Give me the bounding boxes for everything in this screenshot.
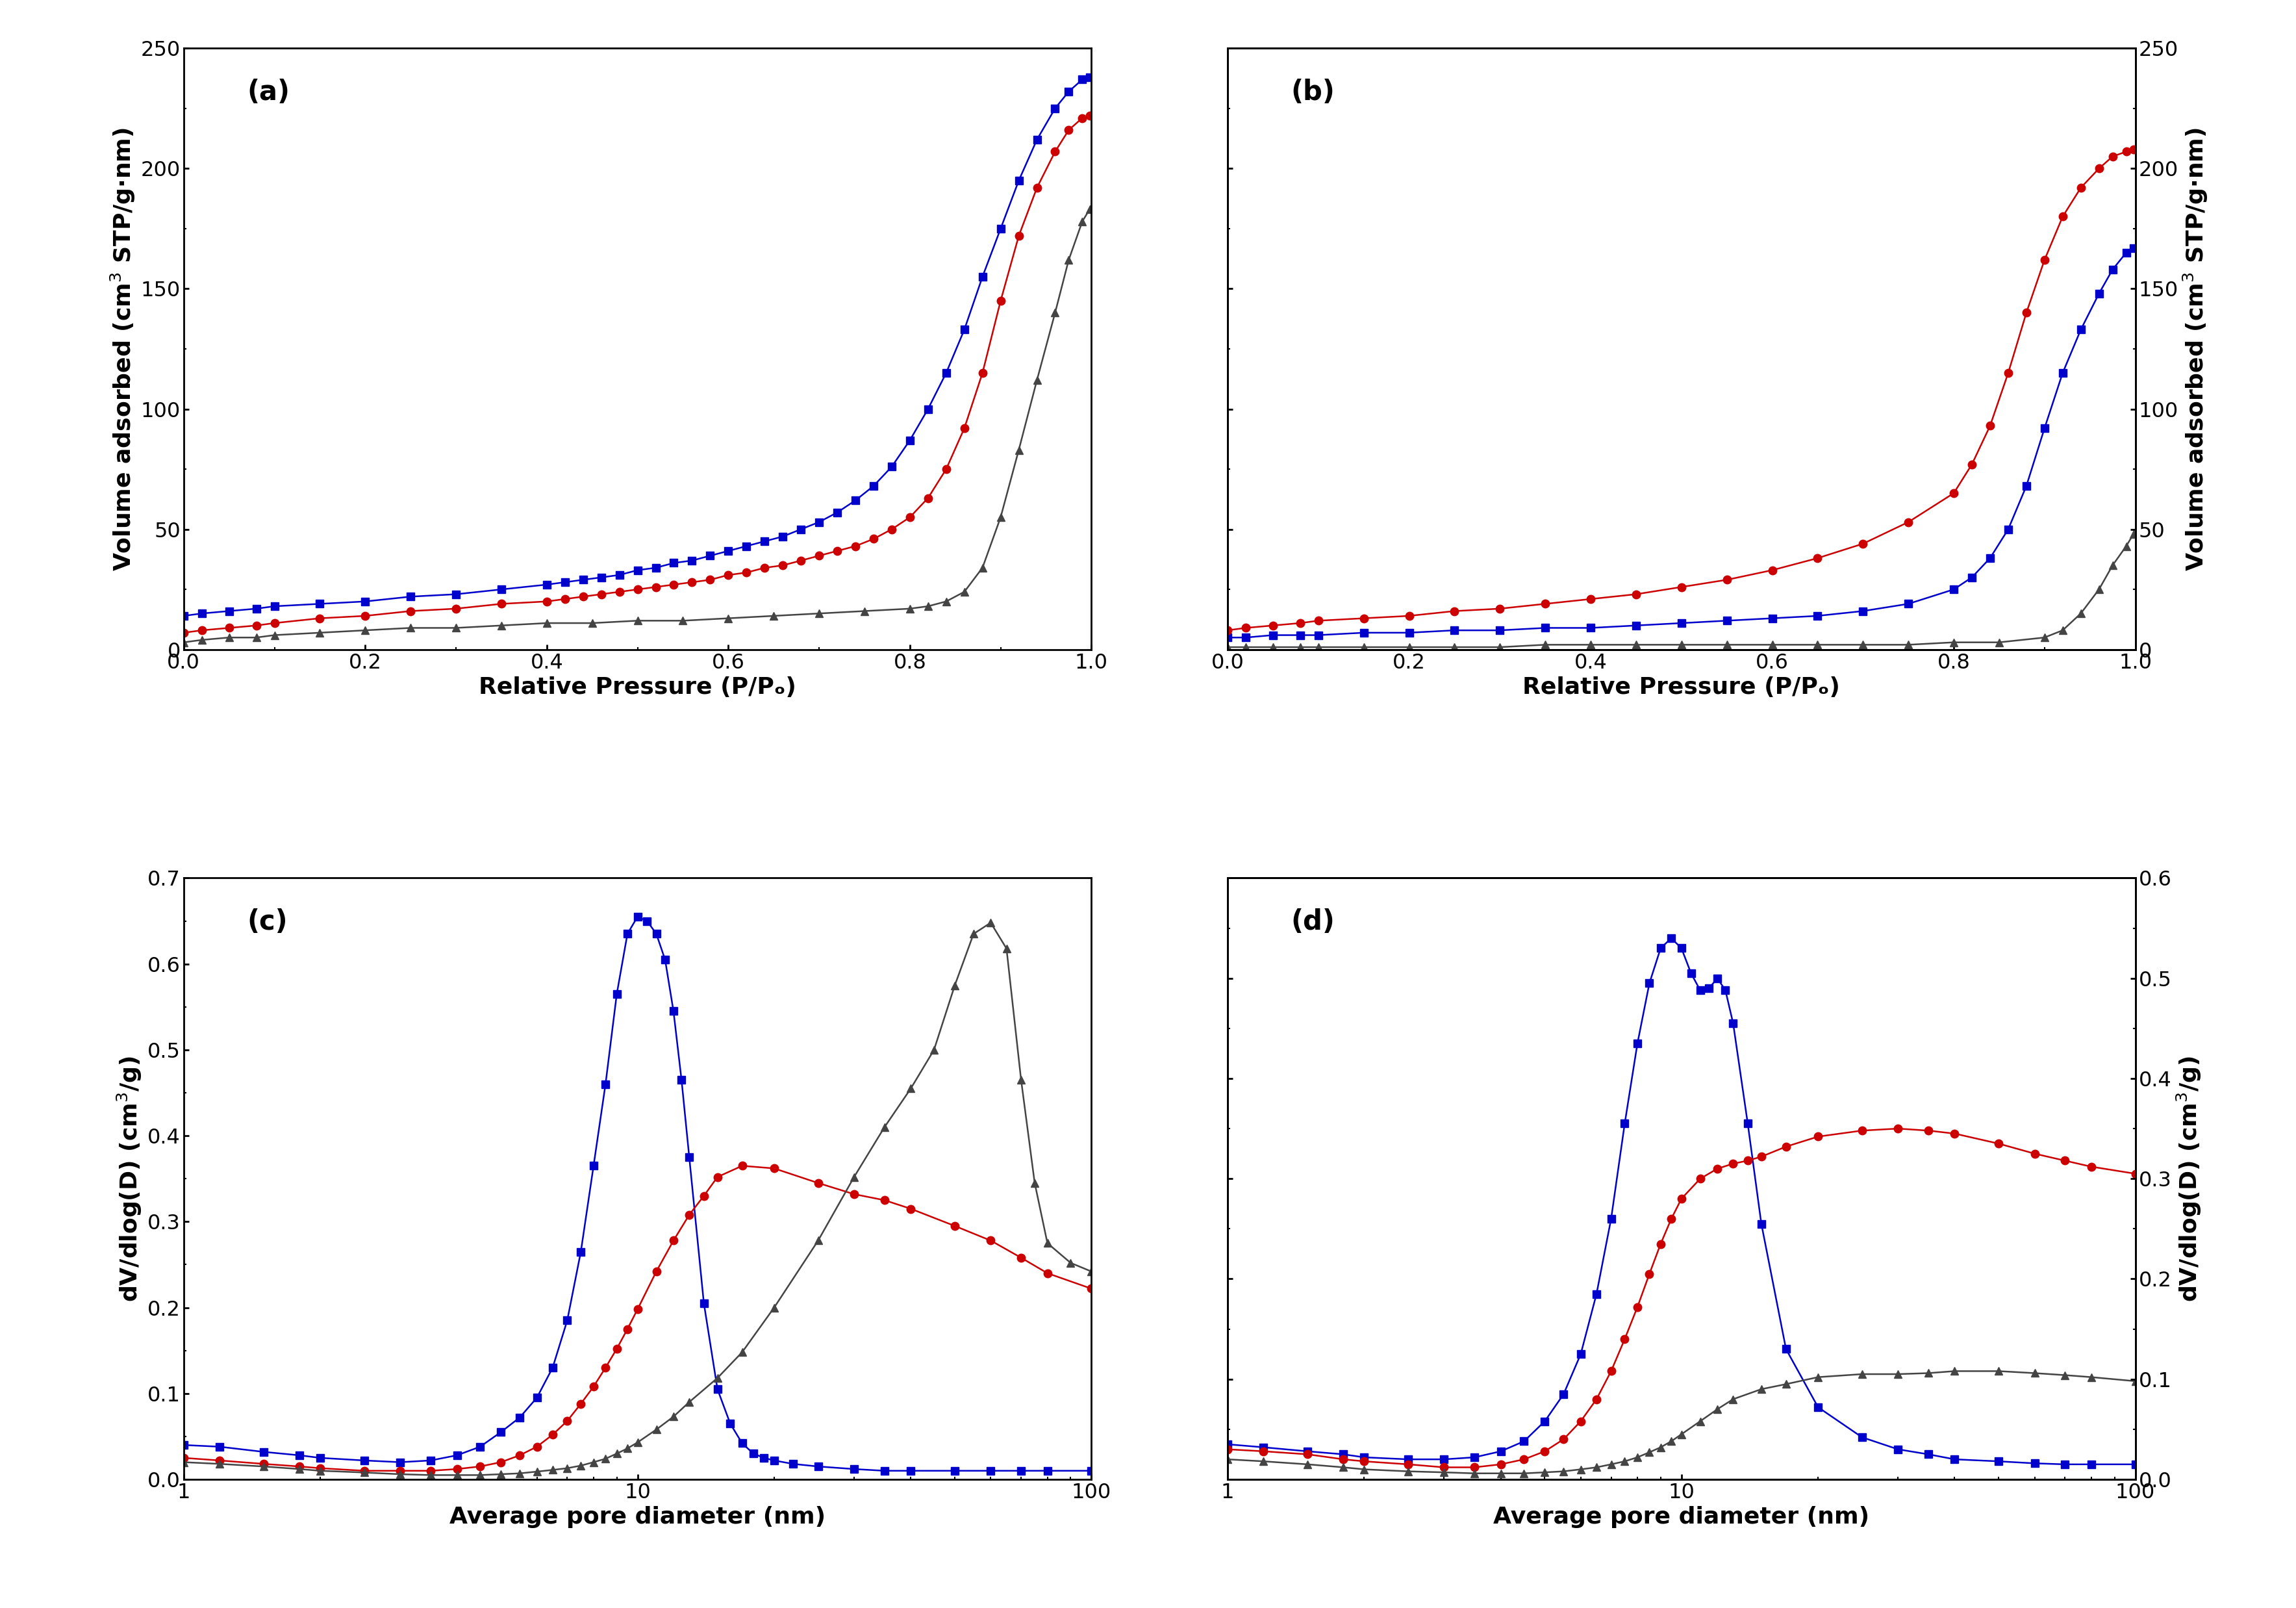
Text: (d): (d) bbox=[1290, 909, 1336, 936]
X-axis label: Average pore diameter (nm): Average pore diameter (nm) bbox=[1492, 1507, 1869, 1528]
X-axis label: Average pore diameter (nm): Average pore diameter (nm) bbox=[450, 1507, 827, 1528]
Y-axis label: dV/dlog(D) (cm$^{3}$/g): dV/dlog(D) (cm$^{3}$/g) bbox=[115, 1055, 145, 1302]
X-axis label: Relative Pressure (P/Pₒ): Relative Pressure (P/Pₒ) bbox=[1522, 677, 1839, 698]
Y-axis label: Volume adsorbed (cm$^{3}$ STP/g·nm): Volume adsorbed (cm$^{3}$ STP/g·nm) bbox=[110, 127, 138, 571]
Y-axis label: dV/dlog(D) (cm$^{3}$/g): dV/dlog(D) (cm$^{3}$/g) bbox=[2174, 1055, 2204, 1302]
X-axis label: Relative Pressure (P/Pₒ): Relative Pressure (P/Pₒ) bbox=[480, 677, 797, 698]
Text: (b): (b) bbox=[1290, 79, 1336, 106]
Text: (c): (c) bbox=[248, 909, 287, 936]
Text: (a): (a) bbox=[248, 79, 289, 106]
Y-axis label: Volume adsorbed (cm$^{3}$ STP/g·nm): Volume adsorbed (cm$^{3}$ STP/g·nm) bbox=[2181, 127, 2209, 571]
